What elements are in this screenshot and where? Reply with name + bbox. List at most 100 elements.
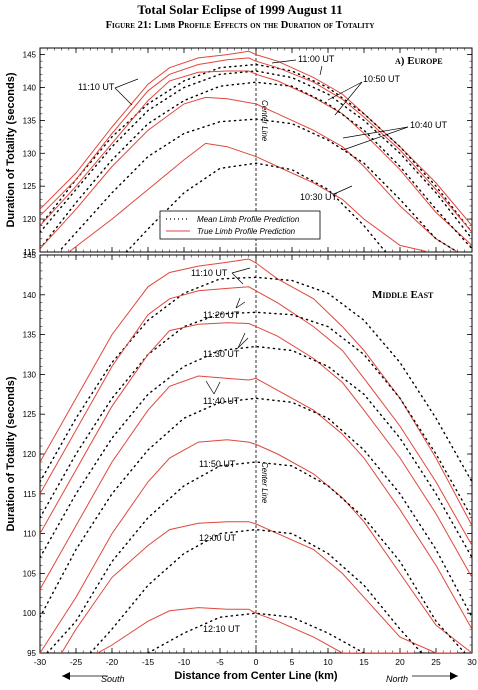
europe-true-profile-line [40, 70, 472, 246]
middle-east-ytick-label: 135 [23, 331, 37, 340]
middle-east-mean-profile-line [40, 276, 472, 483]
middle-east-xtick-label: 15 [359, 657, 369, 667]
middle-east-ylabel: Duration of Totality (seconds) [5, 376, 17, 531]
europe-ytick-label: 140 [23, 83, 37, 92]
middle-east-ytick-label: 130 [23, 370, 37, 379]
north-arrowhead [450, 672, 458, 680]
europe-ytick-label: 125 [23, 182, 37, 191]
middle-east-xtick-label: 5 [290, 657, 295, 667]
arrow-1050-a [327, 81, 363, 101]
middle-east-ytick-label: 100 [23, 609, 37, 618]
panel-europe: Center Line 115 120 125 130 135 140 145 a) Eur… [5, 47, 473, 257]
legend-true-label: True Limb Profile Prediction [197, 227, 296, 236]
label-1110-me: 11:10 UT [191, 268, 228, 278]
middle-east-mean-profile-line [46, 461, 466, 653]
europe-mean-profile-line [40, 63, 472, 234]
europe-ytick-label: 145 [23, 51, 37, 60]
middle-east-xtick-label: -10 [178, 657, 191, 667]
arrow-1050-b [334, 81, 363, 116]
middle-east-xtick-label: -30 [34, 657, 47, 667]
middle-east-true-profile-line [40, 286, 472, 546]
europe-mean-profile-line [40, 81, 472, 250]
label-1100: 11:00 UT [298, 54, 335, 64]
europe-true-profile-line [40, 96, 458, 252]
arrow-1130-me [237, 332, 246, 349]
middle-east-true-profile-line [40, 258, 472, 526]
arrow-1130-me-b [237, 337, 249, 349]
south-label: South [101, 674, 125, 684]
europe-panel-label: a) Europe [395, 55, 443, 67]
arrow-1100 [271, 59, 297, 64]
label-1140-me: 11:40 UT [203, 396, 240, 406]
middle-east-ytick-label: 125 [23, 410, 37, 419]
middle-east-mean-profile-line [40, 397, 472, 618]
middle-east-true-profile-line [40, 375, 472, 630]
panel-middle-east-frame [39, 254, 473, 654]
middle-east-series [40, 258, 472, 653]
label-1210-me: 12:10 UT [203, 624, 241, 634]
europe-ytick-label: 130 [23, 149, 37, 158]
middle-east-xtick-label: -15 [142, 657, 155, 667]
figure-subtitle: Figure 21: Limb Profile Effects on the D… [106, 20, 375, 31]
arrow-1120-me-b [235, 301, 246, 309]
middle-east-ytick-label: 110 [23, 530, 36, 539]
middle-east-ytick-label: 145 [23, 251, 37, 260]
europe-ylabel: Duration of Totality (seconds) [5, 72, 17, 227]
europe-true-profile-line [40, 50, 472, 227]
label-1130-me: 11:30 UT [203, 349, 240, 359]
middle-east-true-profile-line [97, 607, 415, 653]
arrow-1110-b [114, 87, 133, 106]
middle-east-true-profile-line [40, 322, 472, 578]
xlabel: Distance from Center Line (km) [174, 670, 338, 682]
arrow-1140-me-b [213, 381, 221, 395]
label-1050: 10:50 UT [363, 74, 401, 84]
arrow-1120-me [235, 297, 241, 309]
arrow-1100b [319, 65, 323, 76]
label-1110-a: 11:10 UT [78, 82, 115, 92]
label-1040: 10:40 UT [410, 120, 448, 130]
middle-east-center-line-label: Center Line [260, 462, 269, 504]
middle-east-xtick-label: -25 [70, 657, 83, 667]
label-1150-me: 11:50 UT [199, 459, 236, 469]
middle-east-ytick-label: 120 [23, 450, 37, 459]
middle-east-xtick-label: 25 [431, 657, 441, 667]
europe-center-line-label: Center Line [260, 100, 269, 142]
middle-east-panel-label: Middle East [372, 289, 434, 301]
middle-east-xtick-label: 20 [395, 657, 405, 667]
europe-series [40, 50, 472, 252]
middle-east-xtick-label: -5 [216, 657, 224, 667]
middle-east-true-profile-line [61, 521, 458, 653]
arrow-1040-a [342, 126, 409, 139]
arrow-1040-b [342, 126, 409, 151]
label-1030: 10:30 UT [300, 192, 338, 202]
europe-ytick-label: 120 [23, 215, 37, 224]
europe-ytick-label: 115 [23, 248, 36, 257]
middle-east-xtick-label: 0 [254, 657, 259, 667]
europe-mean-profile-line [60, 118, 459, 252]
legend-mean-label: Mean Limb Profile Prediction [197, 215, 300, 224]
europe-ytick-label: 135 [23, 116, 37, 125]
europe-mean-profile-line [40, 70, 472, 240]
europe-legend: Mean Limb Profile Prediction True Limb P… [159, 210, 321, 240]
middle-east-ytick-label: 105 [23, 569, 37, 578]
europe-true-profile-line [40, 57, 472, 233]
middle-east-true-profile-line [40, 439, 472, 653]
middle-east-ytick-label: 140 [23, 291, 37, 300]
middle-east-xtick-label: -20 [106, 657, 119, 667]
arrow-1110-a [114, 78, 139, 89]
arrow-1110-me [231, 267, 251, 274]
arrow-1140-me [205, 380, 215, 395]
middle-east-mean-profile-line [89, 528, 423, 653]
middle-east-xtick-label: 30 [467, 657, 477, 667]
middle-east-ytick-label: 115 [23, 490, 36, 499]
middle-east-xtick-label: 10 [323, 657, 333, 667]
middle-east-mean-profile-line [40, 311, 472, 519]
label-1200-me: 12:00 UT [199, 533, 237, 543]
figure-title: Total Solar Eclipse of 1999 August 11 [137, 2, 342, 17]
middle-east-ytick-label: 95 [27, 649, 36, 658]
label-1120-me: 11:20 UT [203, 310, 240, 320]
legend-box [159, 210, 321, 240]
north-label: North [386, 674, 408, 684]
